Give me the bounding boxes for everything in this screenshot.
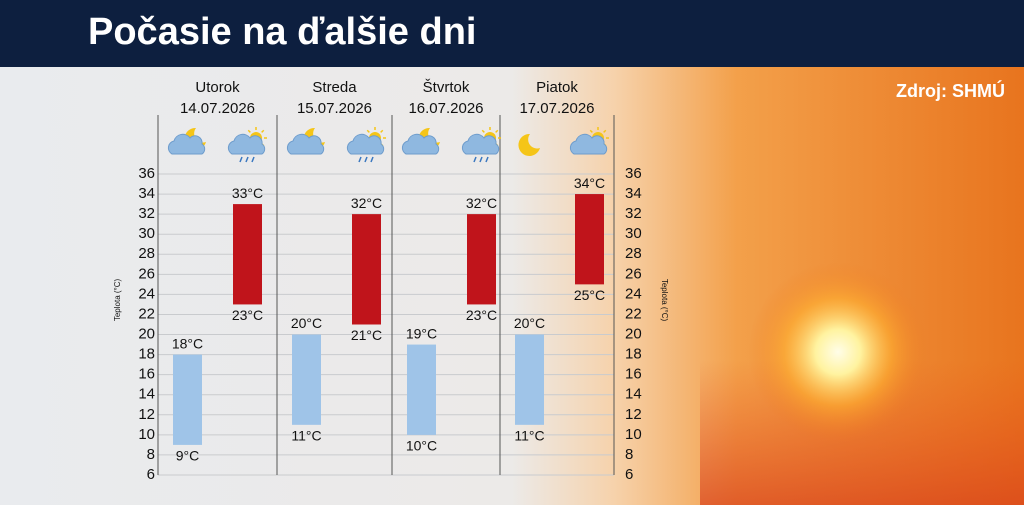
range-bar	[467, 214, 496, 305]
y-tick-label: 24	[138, 285, 155, 302]
y-tick-label: 16	[138, 366, 155, 383]
value-label: 20°C	[514, 315, 545, 331]
y-tick-label: 34	[625, 185, 642, 202]
value-label: 9°C	[176, 448, 200, 464]
cloud	[461, 133, 500, 155]
y-tick-label: 8	[625, 446, 633, 463]
y-tick-label: 36	[138, 165, 155, 182]
cloud	[346, 133, 385, 155]
value-label: 32°C	[351, 195, 382, 211]
y-tick-label: 32	[625, 205, 642, 222]
y-tick-label: 28	[625, 245, 642, 262]
rain	[239, 156, 243, 163]
value-label: 18°C	[172, 335, 203, 351]
sun-ray	[481, 129, 485, 133]
value-label: 10°C	[406, 438, 437, 454]
y-tick-label: 14	[138, 386, 155, 403]
sun-ray	[261, 129, 265, 133]
y-tick-label: 26	[625, 265, 642, 282]
y-tick-label: 34	[138, 185, 155, 202]
y-tick-label: 30	[625, 225, 642, 242]
cloud	[167, 133, 206, 155]
value-label: 34°C	[574, 175, 605, 191]
y-tick-label: 12	[138, 406, 155, 423]
y-axis-label: Teplota (°C)	[660, 279, 669, 322]
y-tick-label: 20	[138, 326, 155, 343]
day-name: Streda	[312, 79, 357, 96]
value-label: 20°C	[291, 315, 322, 331]
value-label: 23°C	[232, 307, 263, 323]
day-name: Piatok	[536, 79, 578, 96]
cloud	[286, 133, 325, 155]
rain	[485, 156, 489, 163]
value-label: 23°C	[466, 307, 497, 323]
y-tick-label: 24	[625, 285, 642, 302]
y-tick-label: 18	[138, 346, 155, 363]
range-bar	[407, 344, 436, 435]
range-bar	[233, 204, 262, 305]
range-bar	[515, 334, 544, 425]
value-label: 21°C	[351, 327, 382, 343]
value-label: 33°C	[232, 185, 263, 201]
rain	[479, 156, 483, 163]
sun-ray	[366, 129, 370, 133]
y-tick-label: 26	[138, 265, 155, 282]
day-name: Utorok	[195, 79, 240, 96]
date: 16.07.2026	[408, 100, 483, 117]
range-bar	[352, 214, 381, 325]
range-bar	[575, 194, 604, 285]
rain	[358, 156, 362, 163]
rain	[245, 156, 249, 163]
header	[0, 0, 1024, 67]
range-bar	[173, 354, 202, 445]
date: 15.07.2026	[297, 100, 372, 117]
sun-ray	[589, 129, 593, 133]
y-tick-label: 16	[625, 366, 642, 383]
cloud	[569, 133, 608, 155]
value-label: 32°C	[466, 195, 497, 211]
y-tick-label: 10	[625, 426, 642, 443]
y-tick-label: 22	[625, 305, 642, 322]
day-name: Štvrtok	[423, 79, 470, 96]
date: 17.07.2026	[519, 100, 594, 117]
y-tick-label: 30	[138, 225, 155, 242]
date: 14.07.2026	[180, 100, 255, 117]
y-tick-label: 8	[147, 446, 155, 463]
sun	[748, 262, 928, 442]
y-tick-label: 18	[625, 346, 642, 363]
rain	[251, 156, 255, 163]
value-label: 25°C	[574, 287, 605, 303]
y-tick-label: 36	[625, 165, 642, 182]
sun-ray	[495, 129, 499, 133]
rain	[370, 156, 374, 163]
y-tick-label: 6	[147, 466, 155, 483]
y-tick-label: 10	[138, 426, 155, 443]
y-tick-label: 12	[625, 406, 642, 423]
value-label: 19°C	[406, 325, 437, 341]
sun-ray	[603, 129, 607, 133]
title: Počasie na ďalšie dni	[88, 11, 476, 53]
y-tick-label: 20	[625, 326, 642, 343]
y-tick-label: 6	[625, 466, 633, 483]
value-label: 11°C	[514, 428, 544, 444]
value-label: 11°C	[291, 428, 321, 444]
source: Zdroj: SHMÚ	[896, 80, 1005, 101]
sun-ray	[247, 129, 251, 133]
y-tick-label: 22	[138, 305, 155, 322]
rain	[473, 156, 477, 163]
sun-ray	[380, 129, 384, 133]
y-axis-label: Teplota (°C)	[113, 279, 122, 322]
y-tick-label: 32	[138, 205, 155, 222]
cloud	[401, 133, 440, 155]
rain	[364, 156, 368, 163]
moon	[518, 133, 540, 156]
range-bar	[292, 334, 321, 425]
y-tick-label: 14	[625, 386, 642, 403]
y-tick-label: 28	[138, 245, 155, 262]
cloud	[227, 133, 266, 155]
